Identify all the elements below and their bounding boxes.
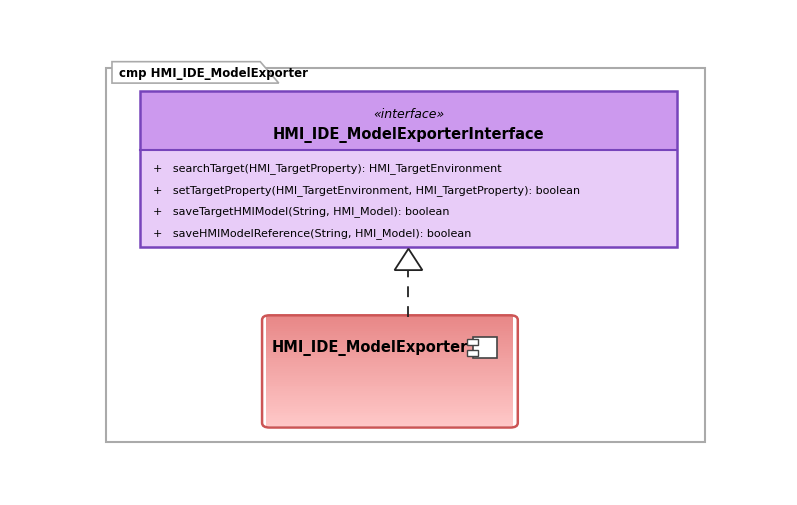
- FancyBboxPatch shape: [266, 393, 513, 395]
- FancyBboxPatch shape: [266, 379, 513, 381]
- Polygon shape: [112, 63, 279, 84]
- FancyBboxPatch shape: [266, 317, 513, 319]
- Text: HMI_IDE_ModelExporterInterface: HMI_IDE_ModelExporterInterface: [273, 126, 544, 142]
- FancyBboxPatch shape: [266, 391, 513, 393]
- FancyBboxPatch shape: [266, 406, 513, 408]
- FancyBboxPatch shape: [266, 370, 513, 372]
- FancyBboxPatch shape: [266, 424, 513, 426]
- FancyBboxPatch shape: [266, 371, 513, 374]
- FancyBboxPatch shape: [266, 389, 513, 392]
- FancyBboxPatch shape: [266, 361, 513, 363]
- FancyBboxPatch shape: [266, 353, 513, 356]
- Text: «interface»: «interface»: [373, 108, 444, 121]
- FancyBboxPatch shape: [266, 395, 513, 397]
- Text: +   saveTargetHMIModel(String, HMI_Model): boolean: + saveTargetHMIModel(String, HMI_Model):…: [153, 206, 450, 217]
- FancyBboxPatch shape: [266, 319, 513, 321]
- FancyBboxPatch shape: [266, 331, 513, 334]
- FancyBboxPatch shape: [266, 402, 513, 405]
- FancyBboxPatch shape: [266, 420, 513, 423]
- FancyBboxPatch shape: [106, 68, 705, 442]
- FancyBboxPatch shape: [266, 408, 513, 410]
- FancyBboxPatch shape: [266, 344, 513, 346]
- FancyBboxPatch shape: [266, 328, 513, 330]
- FancyBboxPatch shape: [266, 349, 513, 351]
- Text: +   searchTarget(HMI_TargetProperty): HMI_TargetEnvironment: + searchTarget(HMI_TargetProperty): HMI_…: [153, 163, 502, 174]
- FancyBboxPatch shape: [266, 415, 513, 417]
- FancyBboxPatch shape: [266, 419, 513, 421]
- FancyBboxPatch shape: [266, 357, 513, 359]
- FancyBboxPatch shape: [266, 380, 513, 383]
- FancyBboxPatch shape: [266, 342, 513, 344]
- FancyBboxPatch shape: [467, 350, 477, 356]
- FancyBboxPatch shape: [266, 364, 513, 366]
- FancyBboxPatch shape: [266, 368, 513, 370]
- FancyBboxPatch shape: [266, 335, 513, 337]
- FancyBboxPatch shape: [266, 351, 513, 353]
- FancyBboxPatch shape: [266, 410, 513, 412]
- FancyBboxPatch shape: [266, 377, 513, 379]
- FancyBboxPatch shape: [266, 386, 513, 388]
- FancyBboxPatch shape: [266, 422, 513, 424]
- FancyBboxPatch shape: [266, 411, 513, 414]
- FancyBboxPatch shape: [139, 151, 677, 247]
- FancyBboxPatch shape: [266, 382, 513, 384]
- FancyBboxPatch shape: [266, 384, 513, 386]
- FancyBboxPatch shape: [266, 337, 513, 339]
- FancyBboxPatch shape: [266, 324, 513, 326]
- FancyBboxPatch shape: [266, 346, 513, 348]
- FancyBboxPatch shape: [266, 340, 513, 343]
- Text: +   saveHMIModelReference(String, HMI_Model): boolean: + saveHMIModelReference(String, HMI_Mode…: [153, 227, 472, 238]
- FancyBboxPatch shape: [266, 417, 513, 419]
- FancyBboxPatch shape: [266, 413, 513, 415]
- Text: cmp HMI_IDE_ModelExporter: cmp HMI_IDE_ModelExporter: [120, 67, 308, 80]
- FancyBboxPatch shape: [266, 348, 513, 350]
- FancyBboxPatch shape: [467, 339, 477, 345]
- FancyBboxPatch shape: [266, 333, 513, 335]
- FancyBboxPatch shape: [266, 404, 513, 406]
- Text: HMI_IDE_ModelExporter: HMI_IDE_ModelExporter: [272, 340, 469, 356]
- FancyBboxPatch shape: [266, 398, 513, 400]
- FancyBboxPatch shape: [266, 359, 513, 361]
- FancyBboxPatch shape: [266, 388, 513, 390]
- FancyBboxPatch shape: [266, 355, 513, 357]
- FancyBboxPatch shape: [266, 339, 513, 341]
- FancyBboxPatch shape: [266, 397, 513, 399]
- FancyBboxPatch shape: [473, 337, 497, 358]
- FancyBboxPatch shape: [266, 375, 513, 377]
- FancyBboxPatch shape: [266, 400, 513, 402]
- FancyBboxPatch shape: [266, 330, 513, 332]
- FancyBboxPatch shape: [266, 366, 513, 368]
- FancyBboxPatch shape: [266, 322, 513, 325]
- Polygon shape: [395, 249, 422, 271]
- FancyBboxPatch shape: [139, 92, 677, 151]
- FancyBboxPatch shape: [266, 321, 513, 323]
- FancyBboxPatch shape: [266, 373, 513, 375]
- FancyBboxPatch shape: [266, 326, 513, 328]
- Text: +   setTargetProperty(HMI_TargetEnvironment, HMI_TargetProperty): boolean: + setTargetProperty(HMI_TargetEnvironmen…: [153, 184, 580, 195]
- FancyBboxPatch shape: [266, 362, 513, 365]
